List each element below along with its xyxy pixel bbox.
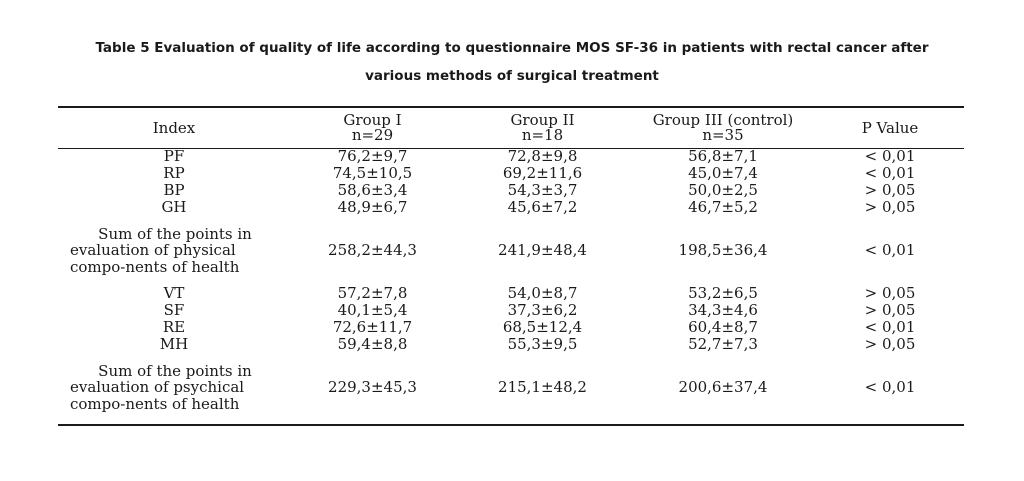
cell-group-3: 56,8±7,1	[688, 147, 758, 165]
cell-group-1: 58,6±3,4	[337, 181, 408, 199]
table-row: VT 57,2±7,8 54,0±8,7 53,2±6,5 > 0,05	[58, 285, 964, 302]
header-index: Index	[58, 108, 290, 148]
table-row-sum-physical: Sum of the points in evaluation of physi…	[58, 216, 964, 285]
cell-group-3: 200,6±37,4	[678, 378, 768, 397]
cell-group-1: 40,1±5,4	[337, 301, 408, 319]
cell-p-value: < 0,01	[864, 318, 916, 336]
table-caption-line-2: various methods of surgical treatment	[365, 68, 659, 84]
cell-p-value: > 0,05	[864, 284, 916, 302]
cell-index: RE	[162, 318, 186, 336]
cell-p-value: < 0,01	[864, 147, 916, 165]
cell-group-1: 59,4±8,8	[337, 335, 408, 353]
cell-group-1: 57,2±7,8	[337, 284, 408, 302]
cell-index: SF	[163, 301, 185, 319]
header-group-2-label: Group II	[510, 111, 575, 129]
table-bottom-rule	[58, 424, 964, 426]
cell-group-3: 52,7±7,3	[688, 335, 758, 353]
table-row: RP 74,5±10,5 69,2±11,6 45,0±7,4 < 0,01	[58, 165, 964, 182]
cell-p-value: > 0,05	[864, 198, 916, 216]
table-row: MH 59,4±8,8 55,3±9,5 52,7±7,3 > 0,05	[58, 336, 964, 353]
cell-group-2: 72,8±9,8	[507, 147, 578, 165]
cell-index: RP	[163, 164, 185, 182]
cell-group-2: 55,3±9,5	[507, 335, 578, 353]
header-group-3-n: n=35	[702, 126, 744, 144]
cell-index: Sum of the points in evaluation of psych…	[58, 353, 290, 422]
table-row: PF 76,2±9,7 72,8±9,8 56,8±7,1 < 0,01	[58, 148, 964, 165]
header-p-value-label: P Value	[861, 118, 919, 137]
cell-group-3: 46,7±5,2	[688, 198, 758, 216]
cell-p-value: > 0,05	[864, 181, 916, 199]
cell-group-2: 68,5±12,4	[502, 318, 583, 336]
table-row-sum-psychical: Sum of the points in evaluation of psych…	[58, 353, 964, 422]
header-group-3: Group III (control) n=35	[630, 108, 816, 148]
cell-index: BP	[163, 181, 185, 199]
cell-index: PF	[163, 147, 185, 165]
cell-index: Sum of the points in evaluation of physi…	[58, 216, 290, 285]
header-index-label: Index	[152, 118, 196, 137]
table-row: BP 58,6±3,4 54,3±3,7 50,0±2,5 > 0,05	[58, 182, 964, 199]
cell-index: GH	[161, 198, 187, 216]
header-group-1-n: n=29	[351, 126, 394, 144]
cell-group-2: 215,1±48,2	[498, 378, 587, 397]
header-group-2: Group II n=18	[455, 108, 630, 148]
cell-group-2: 54,3±3,7	[507, 181, 578, 199]
cell-group-3: 45,0±7,4	[688, 164, 758, 182]
table-row: SF 40,1±5,4 37,3±6,2 34,3±4,6 > 0,05	[58, 302, 964, 319]
cell-p-value: > 0,05	[864, 335, 916, 353]
table-header-rule	[58, 148, 964, 149]
cell-group-1: 72,6±11,7	[332, 318, 413, 336]
table-top-rule	[58, 106, 964, 108]
table-caption-line-1: Table 5 Evaluation of quality of life ac…	[95, 40, 929, 56]
cell-group-1: 76,2±9,7	[337, 147, 408, 165]
cell-group-3: 34,3±4,6	[688, 301, 758, 319]
cell-index: MH	[159, 335, 189, 353]
cell-group-3: 198,5±36,4	[678, 241, 768, 260]
header-group-1-label: Group I	[343, 111, 402, 129]
cell-group-2: 54,0±8,7	[507, 284, 578, 302]
cell-group-3: 50,0±2,5	[688, 181, 758, 199]
cell-group-3: 60,4±8,7	[688, 318, 758, 336]
cell-index-text-end: compo-nents of health	[70, 394, 240, 413]
table-row: GH 48,9±6,7 45,6±7,2 46,7±5,2 > 0,05	[58, 199, 964, 216]
header-group-3-label: Group III (control)	[652, 111, 794, 129]
cell-group-2: 45,6±7,2	[507, 198, 578, 216]
cell-group-2: 241,9±48,4	[498, 241, 587, 260]
cell-group-2: 37,3±6,2	[507, 301, 578, 319]
cell-index-text: Sum of the points in evaluation of physi…	[70, 224, 252, 260]
cell-p-value: < 0,01	[864, 378, 916, 397]
cell-group-1: 258,2±44,3	[328, 241, 417, 260]
cell-index-text: Sum of the points in evaluation of psych…	[70, 361, 252, 397]
cell-p-value: < 0,01	[864, 164, 916, 182]
header-p-value: P Value	[816, 108, 964, 148]
cell-p-value: < 0,01	[864, 241, 916, 260]
table-row: RE 72,6±11,7 68,5±12,4 60,4±8,7 < 0,01	[58, 319, 964, 336]
cell-group-1: 229,3±45,3	[328, 378, 417, 397]
cell-group-1: 48,9±6,7	[337, 198, 408, 216]
cell-group-3: 53,2±6,5	[688, 284, 758, 302]
cell-group-2: 69,2±11,6	[502, 164, 583, 182]
cell-group-1: 74,5±10,5	[332, 164, 413, 182]
header-group-2-n: n=18	[521, 126, 564, 144]
cell-index-text-end: compo-nents of health	[70, 257, 240, 276]
cell-index: VT	[163, 284, 185, 302]
cell-p-value: > 0,05	[864, 301, 916, 319]
